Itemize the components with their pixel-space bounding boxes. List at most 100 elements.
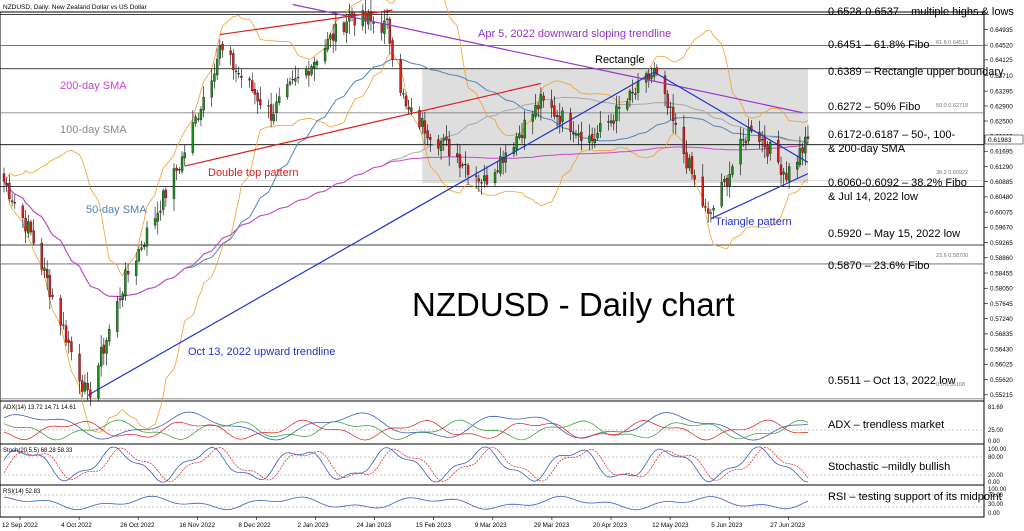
candle-down — [102, 344, 106, 354]
candle-down — [86, 383, 89, 391]
candle-up — [234, 70, 238, 73]
price-tick-label: 0.63710 — [990, 73, 1013, 80]
bollinger-upper — [3, 0, 809, 277]
candle-up — [787, 166, 791, 182]
candle-down — [542, 95, 545, 101]
candle-down — [663, 75, 667, 94]
candle-down — [380, 23, 383, 33]
candle-up — [315, 61, 319, 66]
candle-down — [62, 324, 65, 326]
candle-up — [410, 107, 413, 112]
candle-up — [275, 101, 278, 113]
rsi-line — [3, 495, 809, 511]
time-tick-label: 2 Jan 2023 — [298, 522, 330, 529]
candle-up — [43, 267, 46, 271]
candle-down — [550, 100, 553, 108]
candle-up — [191, 122, 195, 153]
double-top-label: Double top pattern — [208, 167, 299, 179]
candle-down — [612, 120, 615, 124]
candle-up — [194, 116, 197, 124]
candle-down — [269, 104, 273, 121]
time-tick-label: 5 Jun 2023 — [711, 522, 743, 529]
candle-down — [240, 75, 243, 78]
candle-down — [307, 71, 311, 76]
candle-down — [418, 109, 421, 128]
price-tick-label: 0.57645 — [990, 301, 1013, 308]
candle-down — [669, 106, 672, 108]
price-tick-label: 0.63295 — [990, 88, 1013, 95]
candle-up — [439, 140, 443, 151]
trendline-4 — [653, 71, 809, 163]
candle-down — [29, 221, 33, 233]
candle-down — [447, 139, 451, 156]
candle-down — [671, 106, 675, 122]
candle-up — [145, 227, 149, 247]
price-tick-label: 0.64125 — [990, 57, 1013, 64]
candle-down — [388, 18, 391, 44]
candle-up — [124, 269, 127, 296]
candle-down — [801, 147, 804, 153]
indicator-lines-layer — [0, 411, 984, 511]
uptrend-label: Oct 13, 2022 upward trendline — [188, 346, 335, 358]
candle-up — [286, 84, 289, 98]
chart-watermark: NZDUSD - Daily chart — [412, 286, 735, 323]
candle-up — [108, 329, 111, 342]
adx-pane — [0, 400, 985, 445]
candle-up — [361, 10, 365, 27]
rsi-tick-0: 0.00 — [988, 511, 1000, 517]
level-label-6187: 0.6172-0.6187 – 50-, 100- — [828, 129, 956, 141]
candle-down — [693, 175, 696, 180]
time-tick-label: 4 Oct 2022 — [61, 522, 92, 529]
level-label-6533: 0.6528-0.6537 – multiple highs & lows — [828, 6, 1014, 18]
candle-up — [539, 93, 543, 109]
level-label-6076: 0.6060-0.6092 – 38.2% Fibo — [828, 177, 967, 189]
fibo-tag-500: 50.0 0.62718 — [936, 103, 968, 109]
candle-down — [59, 298, 62, 326]
candle-up — [615, 105, 618, 122]
candle-down — [520, 135, 524, 138]
time-tick-label: 24 Jan 2023 — [357, 522, 392, 529]
candle-up — [512, 146, 516, 154]
candle-up — [383, 20, 386, 34]
price-tick-label: 0.61695 — [990, 149, 1013, 156]
candle-down — [331, 33, 335, 41]
candle-up — [723, 179, 726, 182]
candle-up — [574, 133, 578, 136]
rsi-tick-100: 100.00 — [988, 487, 1007, 493]
candle-up — [731, 166, 734, 175]
candle-up — [688, 158, 691, 169]
candle-up — [742, 139, 745, 141]
time-tick-label: 8 Dec 2022 — [238, 522, 271, 529]
candle-up — [99, 347, 103, 367]
candle-down — [558, 115, 561, 125]
candle-down — [779, 164, 783, 175]
candle-down — [221, 43, 224, 51]
candle-up — [464, 163, 467, 166]
candle-up — [313, 62, 316, 69]
time-tick-label: 12 May 2023 — [652, 522, 689, 529]
candle-down — [763, 137, 767, 148]
price-tick-label: 0.64520 — [990, 42, 1013, 49]
candle-down — [456, 153, 459, 157]
time-tick-label: 29 Mar 2023 — [534, 522, 570, 529]
candle-down — [407, 107, 410, 110]
price-tick-label: 0.58050 — [990, 286, 1013, 293]
trendline-5 — [710, 173, 809, 220]
rsi-tick-70: 70.00 — [988, 493, 1004, 499]
candle-down — [253, 89, 257, 95]
candle-up — [348, 13, 351, 22]
price-tick-label: 0.60480 — [990, 194, 1013, 201]
candle-up — [782, 171, 785, 175]
stoch-tick-0: 0.00 — [988, 480, 1000, 486]
candle-up — [650, 74, 653, 79]
candle-up — [796, 161, 799, 170]
candle-up — [499, 156, 502, 174]
price-tick-label: 0.56835 — [990, 331, 1013, 338]
stoch-note: Stochastic –mildly bullish — [828, 461, 950, 473]
candle-down — [24, 217, 27, 232]
candle-down — [232, 53, 235, 70]
candle-down — [64, 325, 68, 343]
candle-up — [210, 80, 213, 98]
candle-down — [426, 130, 429, 139]
trendline-1 — [87, 71, 655, 396]
